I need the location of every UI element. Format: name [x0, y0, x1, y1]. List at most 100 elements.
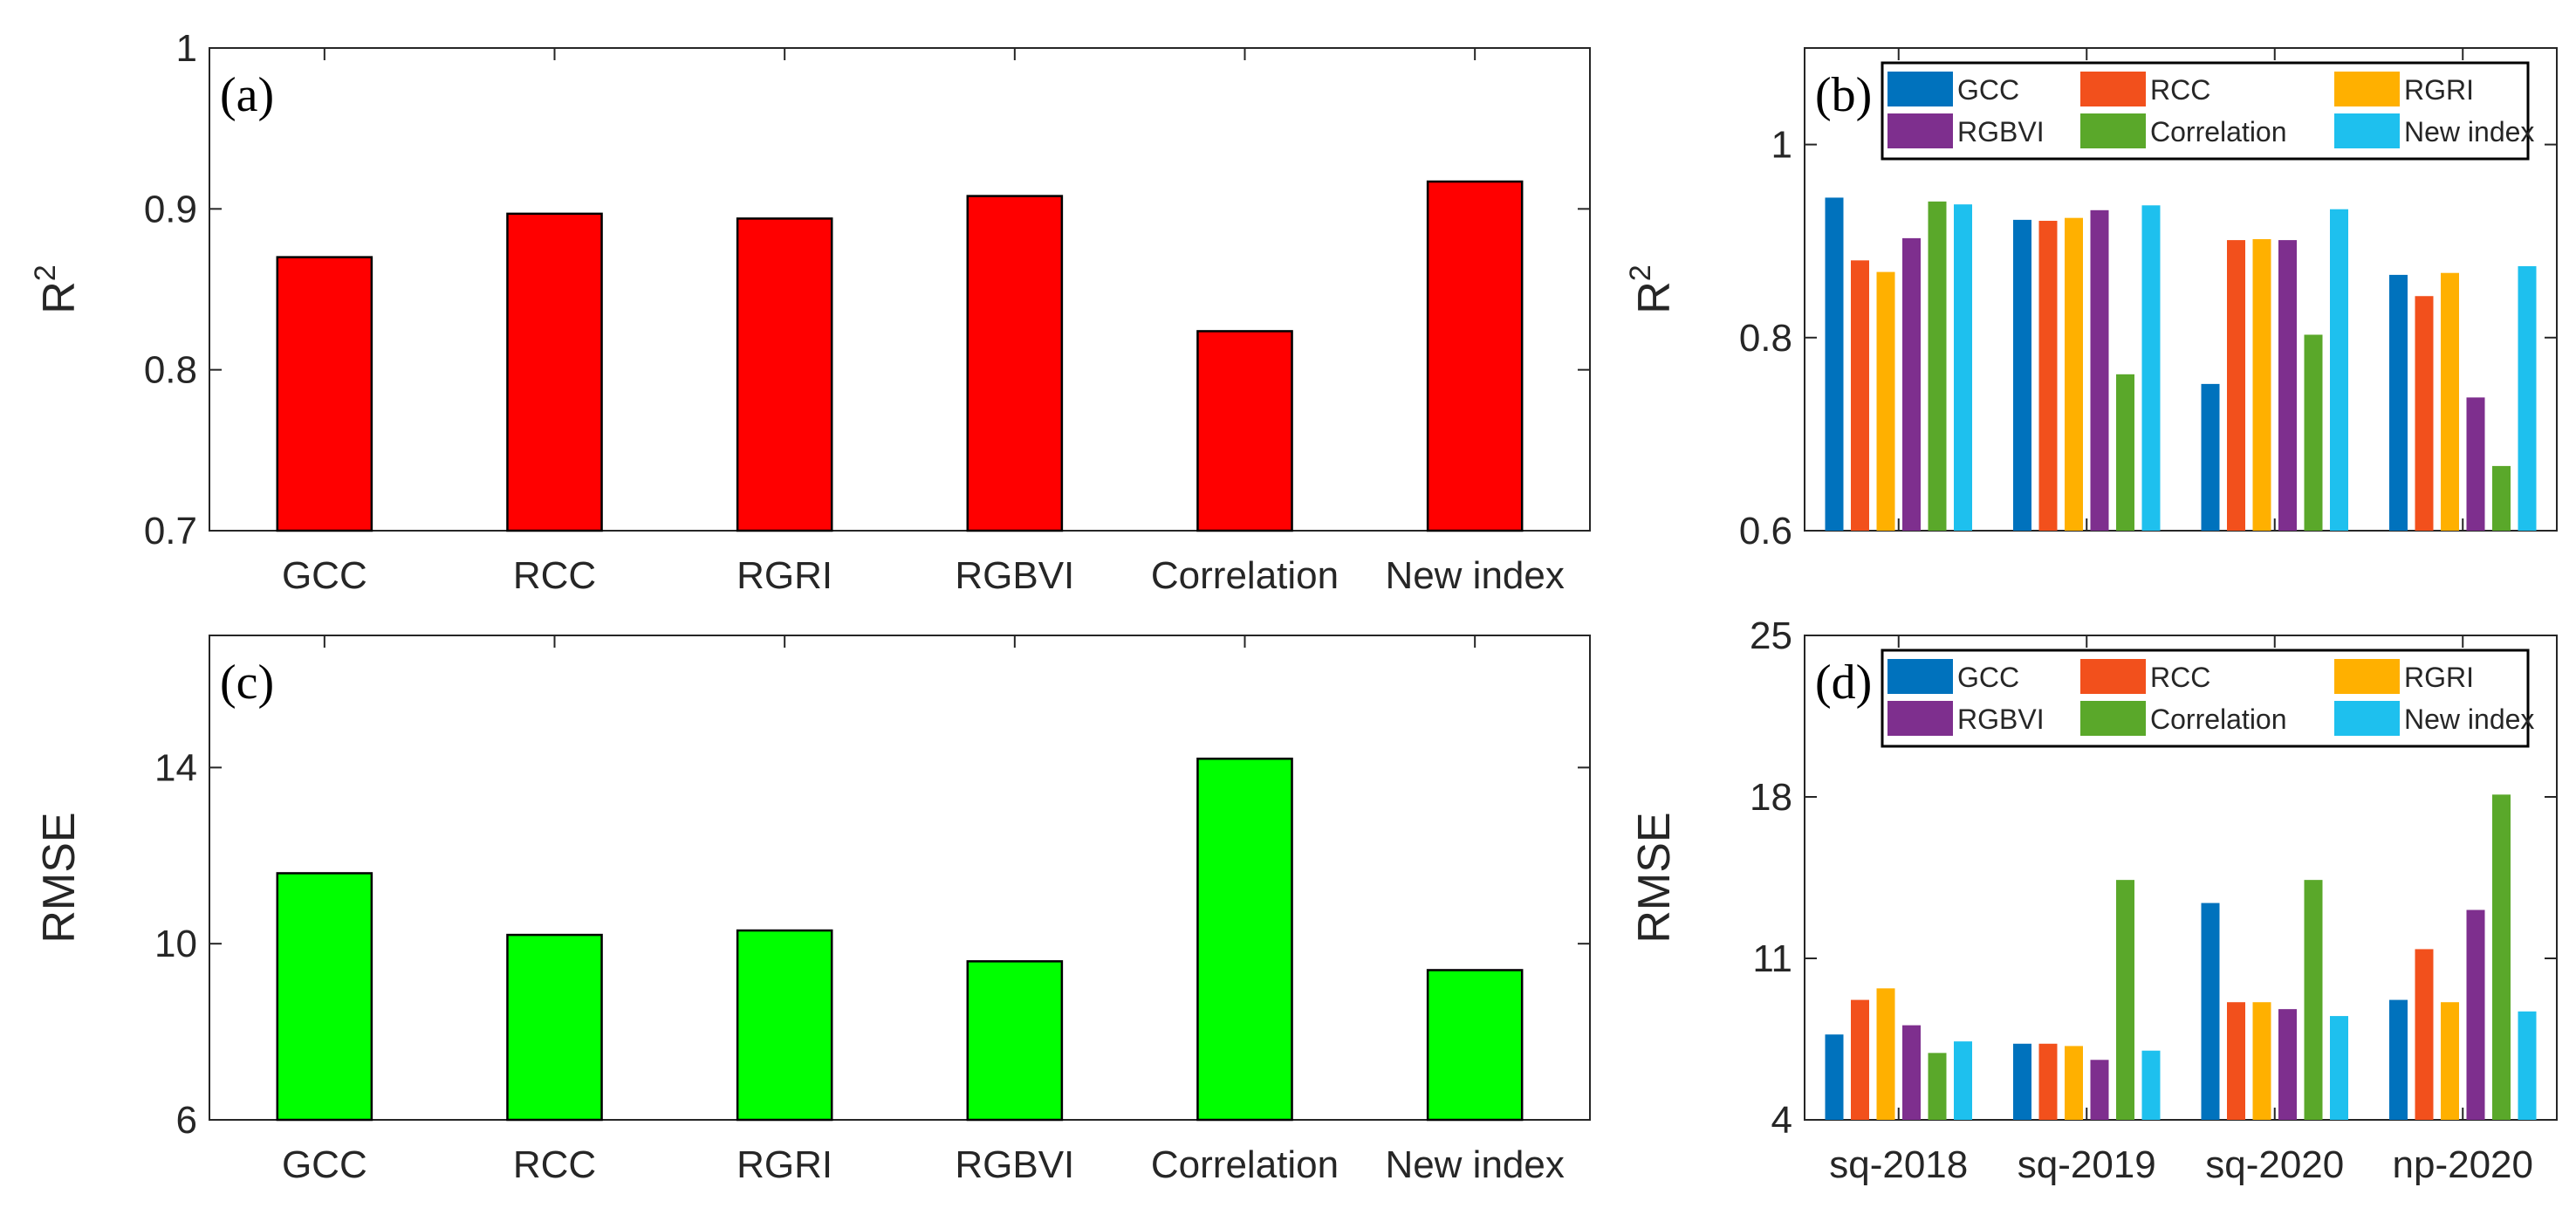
bar	[1825, 1034, 1844, 1120]
bar	[2013, 219, 2031, 532]
bar	[1876, 271, 1895, 531]
bar	[1426, 969, 1524, 1122]
legend-swatch	[2334, 701, 2400, 736]
bar	[1851, 999, 1869, 1120]
bar	[506, 212, 603, 532]
x-tick-label: New index	[1385, 554, 1564, 597]
y-tick-label: 6	[176, 1099, 197, 1142]
legend-label: GCC	[1957, 662, 2019, 693]
y-tick-label: 0.7	[144, 510, 197, 553]
x-tick-label: sq-2018	[1829, 1143, 1968, 1186]
bar	[1196, 330, 1293, 532]
y-tick-label: 25	[1750, 614, 1792, 657]
x-tick-label: RCC	[513, 554, 596, 597]
legend-label: RGRI	[2404, 74, 2474, 106]
bar	[2227, 1002, 2245, 1120]
bar	[2330, 209, 2348, 531]
bar	[2252, 238, 2271, 531]
y-tick-label: 0.8	[1739, 317, 1792, 360]
bar	[2278, 1009, 2297, 1120]
panel-label: (b)	[1815, 68, 1872, 122]
panel-d-rmse-grouped-bar-chart: 4 11 18 25 RMSE (d) sq-2018 sq-2019 sq-2020 np-20…	[1629, 614, 2558, 1186]
bar	[2090, 209, 2109, 532]
bar	[966, 195, 1064, 532]
y-axis-label-main: R	[34, 281, 85, 314]
legend-swatch	[2080, 113, 2146, 148]
bar	[2441, 272, 2459, 531]
bar	[506, 933, 603, 1122]
bar	[736, 217, 833, 532]
y-tick-label: 4	[1771, 1099, 1792, 1142]
bar	[1928, 201, 1947, 531]
bar	[2518, 1011, 2537, 1120]
bar	[2466, 909, 2485, 1120]
bar	[2038, 1043, 2058, 1120]
x-tick-label: RGBVI	[955, 554, 1074, 597]
bar	[2518, 265, 2537, 531]
bar	[2013, 1043, 2031, 1120]
x-tick-label: sq-2020	[2205, 1143, 2344, 1186]
bar	[2116, 374, 2134, 531]
bar	[2065, 217, 2083, 531]
y-axis-label: RMSE	[34, 812, 85, 943]
legend-label: RCC	[2150, 74, 2210, 106]
x-tick-label: GCC	[282, 1143, 367, 1186]
y-axis-label-superscript: 2	[1624, 264, 1657, 281]
bar	[2492, 465, 2511, 531]
bar	[2441, 1002, 2459, 1120]
bar	[1928, 1053, 1947, 1120]
x-tick-label: Correlation	[1151, 554, 1339, 597]
axes-box	[209, 47, 1591, 532]
y-axis-label: R2	[29, 264, 85, 313]
legend-label: New index	[2404, 116, 2534, 148]
y-tick-label: 11	[1752, 937, 1792, 980]
legend-label: GCC	[1957, 74, 2019, 106]
y-tick-label: 18	[1750, 776, 1792, 819]
bar	[2304, 880, 2323, 1120]
legend-box	[1881, 649, 2530, 748]
bar	[2389, 274, 2408, 531]
bar	[1876, 988, 1895, 1120]
panel-label: (c)	[220, 655, 274, 710]
legend-swatch	[2080, 701, 2146, 736]
bar	[2065, 1046, 2083, 1120]
panel-label: (d)	[1815, 655, 1872, 710]
bar	[736, 929, 833, 1122]
y-axis-label-main: RMSE	[1629, 812, 1680, 943]
axes-box	[209, 635, 1591, 1121]
panel-b-r2-grouped-bar-chart: 0.6 0.8 1 R2 (b) GCC RCC RGRI RGBVI Correlation Ne…	[1624, 47, 2558, 553]
bar	[276, 872, 373, 1122]
legend-label: Correlation	[2150, 116, 2287, 148]
y-tick-label: 0.6	[1739, 510, 1792, 553]
bar	[1954, 204, 1972, 531]
legend: GCC RCC RGRI RGBVI Correlation New index	[1881, 649, 2534, 748]
bar	[2141, 1050, 2161, 1120]
bar	[2141, 205, 2161, 531]
legend-swatch	[1887, 113, 1953, 148]
x-tick-label: Correlation	[1151, 1143, 1339, 1186]
x-tick-label: RGRI	[736, 1143, 832, 1186]
bar	[2252, 1002, 2271, 1120]
bar	[2038, 220, 2058, 531]
bar	[2201, 903, 2220, 1120]
bar	[276, 256, 373, 532]
bar	[1196, 758, 1293, 1122]
y-axis-label-main: RMSE	[34, 812, 85, 943]
bar	[2466, 397, 2485, 531]
legend-swatch	[2334, 72, 2400, 106]
bar	[1954, 1041, 1972, 1120]
panel-label: (a)	[220, 68, 274, 122]
panel-c-rmse-bar-chart: 6 10 14 RMSE (c) GCC RCC RGRI RGBVI Correlation Ne…	[34, 635, 1591, 1186]
bar	[2492, 794, 2511, 1120]
y-axis-label: RMSE	[1629, 812, 1680, 943]
x-tick-label: sq-2019	[2018, 1143, 2156, 1186]
bar	[1902, 1025, 1921, 1120]
bar	[2090, 1060, 2109, 1120]
bar	[2116, 880, 2134, 1120]
x-tick-label: RCC	[513, 1143, 596, 1186]
y-tick-label: 10	[154, 923, 197, 965]
legend-swatch	[1887, 72, 1953, 106]
y-axis-label-main: R	[1629, 281, 1680, 314]
bar	[1851, 260, 1869, 531]
